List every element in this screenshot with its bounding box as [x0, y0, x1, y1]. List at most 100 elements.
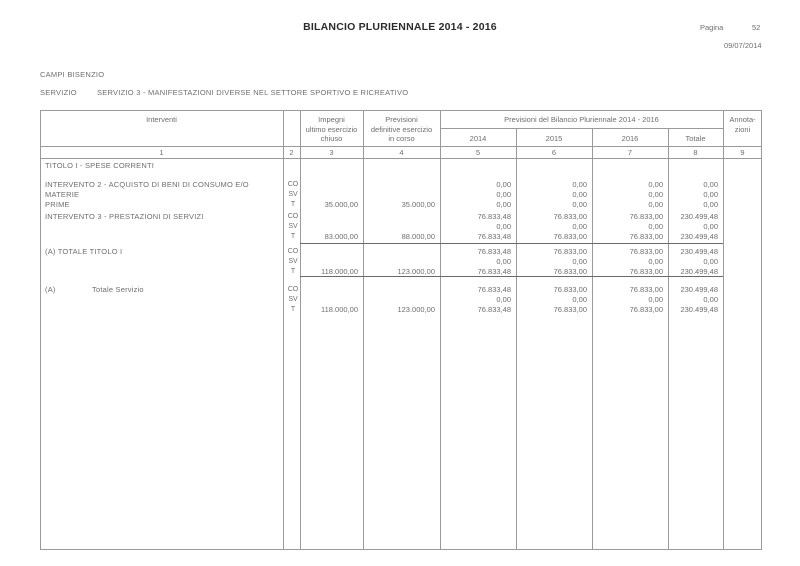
servizio-label: SERVIZIO	[40, 88, 77, 97]
row-cosvt-intervento-2: CO SV T	[285, 180, 301, 210]
value-sv: 0,00	[703, 295, 718, 304]
value-co: 76.833,00	[629, 212, 663, 221]
row-cosvt-totale-titolo-i: CO SV T	[285, 247, 301, 277]
value-co: 76.833,00	[629, 247, 663, 256]
value-sv: 0,00	[496, 257, 511, 266]
value-co	[363, 285, 435, 295]
col-number-9: 9	[740, 148, 745, 157]
cosvt-t: T	[290, 268, 296, 275]
col-header-group-previsioni: Previsioni del Bilancio Pluriennale 2014…	[504, 115, 659, 124]
cell-intervento-2-previsioni-definitive: 35.000,00	[363, 180, 435, 210]
cell-intervento-3-previsioni-definitive: 88.000,00	[363, 212, 435, 242]
col-header-annotazioni-line1: Annota-	[729, 115, 756, 124]
value-sv: 0,00	[496, 190, 511, 199]
value-t: 0,00	[703, 200, 718, 209]
value-co: 0,00	[703, 180, 718, 189]
value-sv	[298, 295, 358, 305]
value-co: 76.833,00	[553, 247, 587, 256]
page-label: Pagina	[700, 23, 724, 32]
col-divider-6	[592, 128, 593, 550]
cell-intervento-3-2016: 76.833,00 0,00 76.833,00	[592, 212, 663, 242]
cosvt-sv: SV	[288, 223, 298, 230]
value-co: 0,00	[648, 180, 663, 189]
value-sv	[298, 222, 358, 232]
value-co: 0,00	[572, 180, 587, 189]
value-co: 76.833,48	[477, 247, 511, 256]
value-t: 76.833,00	[629, 305, 663, 314]
col-header-annotazioni: Annota- zioni	[723, 115, 762, 134]
page-number: 52	[752, 23, 761, 32]
cosvt-sv: SV	[288, 191, 298, 198]
value-co	[298, 285, 358, 295]
col-divider-2	[300, 110, 301, 550]
value-sv: 0,00	[703, 257, 718, 266]
cell-totale-servizio-impegni: 118.000,00	[298, 285, 358, 315]
value-co: 76.833,48	[477, 285, 511, 294]
value-t: 35.000,00	[401, 200, 435, 209]
cell-intervento-3-2015: 76.833,00 0,00 76.833,00	[516, 212, 587, 242]
value-t: 76.833,00	[629, 232, 663, 241]
value-co	[298, 180, 358, 190]
cosvt-sv: SV	[288, 296, 298, 303]
col-divider-5	[516, 128, 517, 550]
cell-totale-servizio-totale: 230.499,48 0,00 230.499,48	[660, 285, 718, 315]
value-co	[298, 247, 358, 257]
cosvt-sv: SV	[288, 258, 298, 265]
col-header-prev-def-line2: definitive esercizio	[370, 124, 433, 134]
value-sv	[363, 295, 435, 305]
col-number-1: 1	[159, 148, 164, 157]
value-co: 230.499,48	[680, 212, 718, 221]
value-sv: 0,00	[703, 222, 718, 231]
value-co: 230.499,48	[680, 247, 718, 256]
value-co	[298, 212, 358, 222]
value-co	[363, 212, 435, 222]
value-sv	[298, 257, 358, 267]
value-t: 123.000,00	[397, 305, 435, 314]
row-cosvt-totale-servizio: CO SV T	[285, 285, 301, 315]
col-header-interventi: Interventi	[146, 115, 177, 124]
cell-totale-servizio-2016: 76.833,00 0,00 76.833,00	[592, 285, 663, 315]
value-co: 76.833,00	[553, 212, 587, 221]
value-t: 76.833,00	[553, 232, 587, 241]
col-header-impegni: Impegni ultimo esercizio chiuso	[300, 115, 363, 144]
value-sv: 0,00	[648, 190, 663, 199]
cell-totale-servizio-2014: 76.833,48 0,00 76.833,48	[440, 285, 511, 315]
cell-totale-titolo-i-2016: 76.833,00 0,00 76.833,00	[592, 247, 663, 277]
row-label-intervento-3-line1: INTERVENTO 3 - PRESTAZIONI DI SERVIZI	[45, 212, 204, 221]
value-co: 230.499,48	[680, 285, 718, 294]
value-t: 0,00	[572, 200, 587, 209]
cell-totale-servizio-2015: 76.833,00 0,00 76.833,00	[516, 285, 587, 315]
col-number-2: 2	[289, 148, 294, 157]
cell-totale-titolo-i-2015: 76.833,00 0,00 76.833,00	[516, 247, 587, 277]
value-sv: 0,00	[703, 190, 718, 199]
number-row-bottom-line	[40, 158, 762, 159]
value-sv	[363, 190, 435, 200]
value-co: 76.833,00	[629, 285, 663, 294]
cosvt-co: CO	[287, 181, 299, 188]
cell-intervento-2-2014: 0,00 0,00 0,00	[440, 180, 511, 210]
col-number-6: 6	[551, 148, 557, 157]
value-t: 76.833,00	[553, 305, 587, 314]
col-divider-8	[723, 110, 724, 550]
value-t: 230.499,48	[680, 232, 718, 241]
value-sv: 0,00	[572, 222, 587, 231]
cell-totale-servizio-previsioni-definitive: 123.000,00	[363, 285, 435, 315]
value-sv	[363, 222, 435, 232]
value-t: 230.499,48	[680, 305, 718, 314]
col-header-prev-def-line3: in corso	[388, 134, 415, 143]
total-rule-top	[300, 243, 723, 244]
col-divider-7	[668, 128, 669, 550]
cell-intervento-3-totale: 230.499,48 0,00 230.499,48	[660, 212, 718, 242]
value-t: 118.000,00	[321, 305, 358, 314]
cosvt-t: T	[290, 201, 296, 208]
value-t: 76.833,00	[553, 267, 587, 276]
cosvt-co: CO	[287, 248, 299, 255]
row-label-totale-titolo-i: (A) TOTALE TITOLO I	[45, 247, 123, 256]
col-divider-1	[283, 110, 284, 550]
value-t: 123.000,00	[397, 267, 435, 276]
value-t: 35.000,00	[324, 200, 358, 209]
value-co: 76.833,48	[477, 212, 511, 221]
cell-intervento-2-impegni: 35.000,00	[298, 180, 358, 210]
cell-totale-titolo-i-impegni: 118.000,00	[298, 247, 358, 277]
col-header-totale: Totale	[685, 134, 706, 143]
